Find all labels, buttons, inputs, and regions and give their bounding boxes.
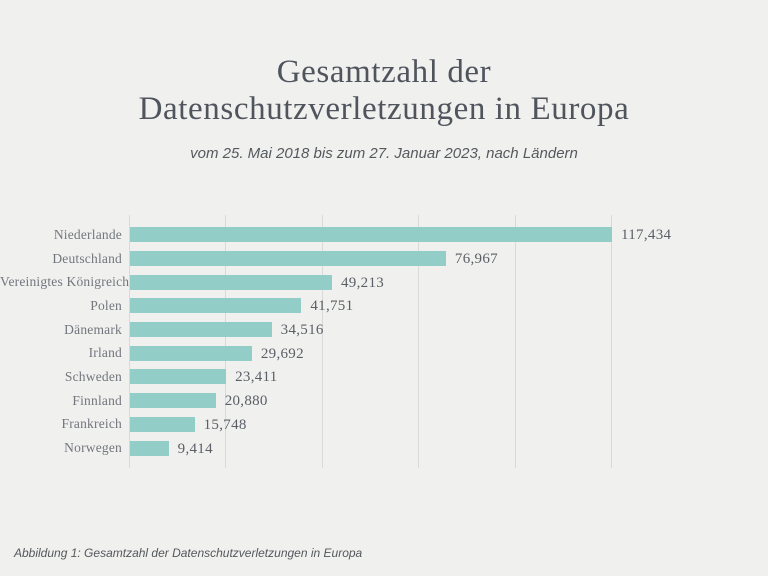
plot-area — [129, 215, 612, 468]
category-label: Irland — [88, 345, 122, 361]
chart-title: Gesamtzahl der Datenschutzverletzungen i… — [0, 54, 768, 128]
value-label: 9,414 — [177, 440, 213, 457]
category-label: Frankreich — [61, 416, 122, 432]
category-label: Finnland — [72, 392, 122, 408]
chart-row: Finnland 20,880 — [0, 389, 768, 413]
category-label: Dänemark — [64, 321, 122, 337]
chart-row: Niederlande 117,434 — [0, 223, 768, 247]
row-plot: 49,213 — [130, 274, 612, 291]
value-label: 29,692 — [260, 345, 304, 362]
bar — [130, 322, 272, 338]
row-plot: 23,411 — [130, 368, 612, 385]
row-plot: 117,434 — [130, 226, 671, 243]
gridline — [418, 215, 420, 468]
chart-row: Norwegen 9,414 — [0, 436, 768, 460]
category-label: Polen — [90, 297, 122, 313]
bar — [130, 369, 227, 385]
chart-header: Gesamtzahl der Datenschutzverletzungen i… — [0, 54, 768, 162]
value-label: 15,748 — [203, 416, 247, 433]
chart-row: Schweden 23,411 — [0, 365, 768, 389]
value-label: 34,516 — [280, 322, 324, 339]
row-plot: 15,748 — [130, 416, 612, 433]
row-plot: 29,692 — [130, 345, 612, 362]
bar — [130, 345, 252, 361]
row-plot: 9,414 — [130, 440, 612, 457]
value-label: 20,880 — [224, 393, 268, 410]
bar — [130, 416, 195, 432]
chart-row: Deutschland 76,967 — [0, 247, 768, 271]
category-label: Schweden — [64, 368, 122, 384]
chart-row: Polen 41,751 — [0, 294, 768, 318]
gridline — [129, 215, 130, 468]
bar — [130, 393, 216, 409]
chart-row: Frankreich 15,748 — [0, 413, 768, 437]
row-plot: 20,880 — [130, 392, 612, 409]
gridline — [611, 215, 612, 468]
value-label: 117,434 — [621, 227, 672, 244]
bar-chart: Niederlande 117,434 Deutschland 76,967 V… — [0, 215, 768, 468]
figure-caption: Abbildung 1: Gesamtzahl der Datenschutzv… — [14, 546, 363, 560]
chart-title-line2: Datenschutzverletzungen in Europa — [138, 91, 630, 127]
chart-subtitle: vom 25. Mai 2018 bis zum 27. Januar 2023… — [190, 145, 578, 162]
value-label: 49,213 — [341, 274, 385, 291]
chart-row: Irland 29,692 — [0, 341, 768, 365]
chart-row: Vereinigtes Königreich 49,213 — [0, 270, 768, 294]
value-label: 23,411 — [235, 369, 278, 386]
gridline — [321, 215, 323, 468]
bar — [130, 298, 302, 314]
category-label: Norwegen — [64, 440, 122, 456]
bar — [130, 274, 332, 290]
row-plot: 34,516 — [130, 321, 612, 338]
category-label: Deutschland — [52, 250, 122, 266]
bar — [130, 251, 446, 267]
row-plot: 76,967 — [130, 250, 612, 267]
bar — [130, 227, 612, 243]
bar-rows: Niederlande 117,434 Deutschland 76,967 V… — [0, 223, 768, 460]
chart-row: Dänemark 34,516 — [0, 318, 768, 342]
category-label: Vereinigtes Königreich — [0, 274, 130, 290]
gridline — [514, 215, 516, 468]
row-plot: 41,751 — [130, 297, 612, 314]
gridline — [225, 215, 227, 468]
value-label: 41,751 — [310, 298, 354, 315]
category-label: Niederlande — [53, 226, 122, 242]
value-label: 76,967 — [454, 251, 498, 268]
chart-title-line1: Gesamtzahl der — [276, 54, 492, 90]
bar — [130, 440, 169, 456]
